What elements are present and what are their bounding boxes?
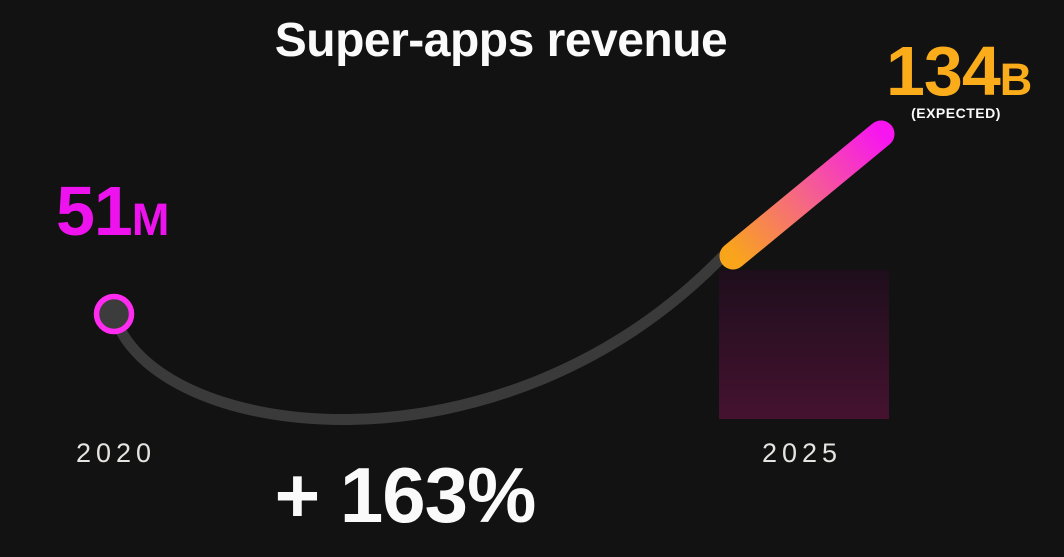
- chart-title: Super-apps revenue: [274, 14, 728, 67]
- start-value-number: 51: [56, 172, 133, 250]
- end-value-label: 134B: [886, 36, 1032, 106]
- x-label-2020: 2020: [76, 438, 157, 468]
- trend-curve-historical: [108, 246, 733, 425]
- trend-segment-projected: [719, 120, 895, 270]
- x-label-2025: 2025: [762, 438, 843, 468]
- projection-area: [719, 270, 889, 419]
- growth-label: + 163%: [274, 451, 537, 539]
- start-value-label: 51M: [56, 176, 169, 246]
- start-point-marker: [93, 293, 135, 335]
- end-value-number: 134: [886, 32, 1001, 110]
- end-value-unit: B: [999, 54, 1033, 105]
- start-value-unit: M: [131, 194, 170, 245]
- expected-note: (EXPECTED): [911, 105, 1001, 121]
